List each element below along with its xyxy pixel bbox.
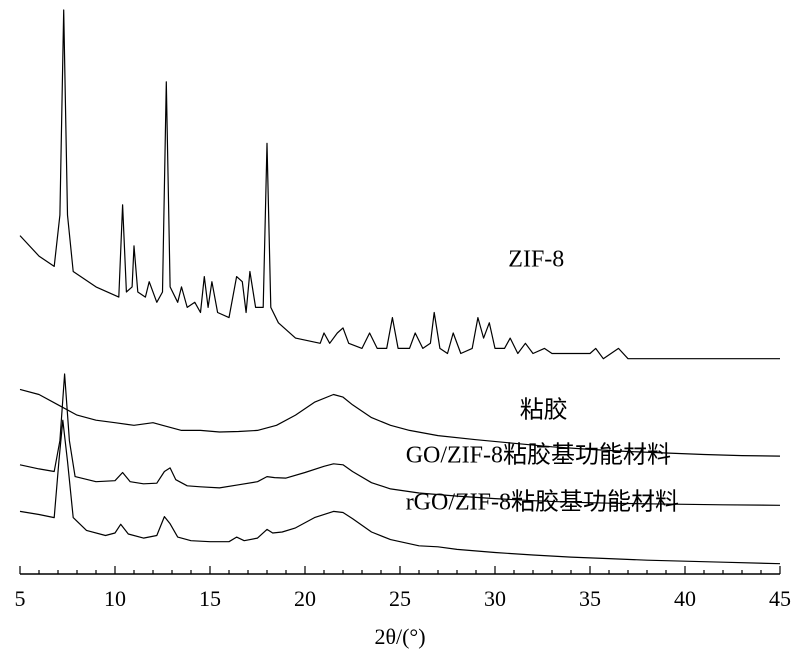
- series-label-4: rGO/ZIF-8粘胶基功能材料: [406, 488, 679, 515]
- x-tick-label: 15: [199, 586, 221, 611]
- x-tick-label: 30: [484, 586, 506, 611]
- series-label-3: GO/ZIF-8粘胶基功能材料: [406, 442, 671, 469]
- series-line-4: [19, 419, 781, 565]
- x-axis-title: 2θ/(°): [374, 624, 425, 649]
- x-tick-label: 45: [769, 586, 791, 611]
- x-tick-label: 20: [294, 586, 316, 611]
- series-layer: [19, 9, 781, 565]
- series-label-2: 粘胶: [520, 397, 568, 424]
- series-line-1: [19, 9, 780, 360]
- x-tick-label: 10: [104, 586, 126, 611]
- x-tick-label: 5: [15, 586, 26, 611]
- x-tick-label: 35: [579, 586, 601, 611]
- x-tick-label: 40: [674, 586, 696, 611]
- x-tick-label: 25: [389, 586, 411, 611]
- series-line-2: [19, 388, 781, 457]
- x-axis-ticks: 5 10 15 20 25 30 35 40 45: [15, 566, 791, 611]
- series-line-3: [19, 373, 781, 506]
- series-labels: ZIF-8 粘胶 GO/ZIF-8粘胶基功能材料 rGO/ZIF-8粘胶基功能材料: [406, 246, 679, 515]
- series-label-1: ZIF-8: [508, 246, 564, 272]
